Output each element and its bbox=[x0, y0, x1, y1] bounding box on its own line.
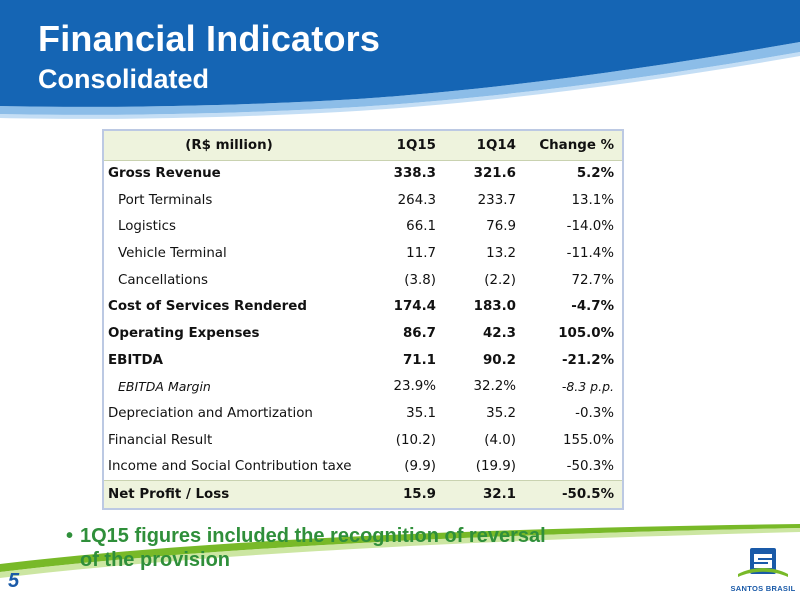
bullet-line-1: 1Q15 figures included the recognition of… bbox=[80, 525, 546, 547]
table-row: Cancellations (3.8) (2.2) 72.7% bbox=[104, 267, 622, 294]
column-header-1q15: 1Q15 bbox=[354, 131, 444, 161]
row-label: Cost of Services Rendered bbox=[108, 299, 307, 315]
row-value-1q15: (10.2) bbox=[395, 432, 436, 448]
santos-brasil-s-logo-icon bbox=[738, 548, 788, 577]
table-row: Port Terminals 264.3 233.7 13.1% bbox=[104, 187, 622, 214]
table-row: EBITDA Margin 23.9% 32.2% -8.3 p.p. bbox=[104, 374, 622, 401]
bullet-dot: • bbox=[66, 525, 74, 547]
row-value-1q14: 321.6 bbox=[473, 166, 516, 182]
row-label: Logistics bbox=[118, 219, 176, 235]
row-value-1q15: 71.1 bbox=[402, 352, 436, 368]
row-value-1q14: 32.1 bbox=[444, 479, 524, 509]
row-label: EBITDA Margin bbox=[118, 379, 211, 395]
table-row: Depreciation and Amortization 35.1 35.2 … bbox=[104, 400, 622, 427]
column-header-label: (R$ million) bbox=[104, 131, 354, 161]
row-value-1q14: 35.2 bbox=[486, 406, 516, 422]
row-value-1q15: 11.7 bbox=[406, 245, 436, 261]
header-band bbox=[0, 0, 800, 119]
row-value-change: -11.4% bbox=[566, 245, 614, 261]
row-value-1q14: 90.2 bbox=[482, 352, 516, 368]
row-value-1q14: 233.7 bbox=[477, 192, 516, 208]
row-label: Vehicle Terminal bbox=[118, 245, 227, 261]
bullet-note: • 1Q15 figures included the recognition o… bbox=[66, 524, 546, 572]
row-label: Port Terminals bbox=[118, 192, 213, 208]
row-value-1q14: (4.0) bbox=[484, 432, 516, 448]
row-value-1q14: 76.9 bbox=[486, 219, 516, 235]
table-row: Vehicle Terminal 11.7 13.2 -11.4% bbox=[104, 240, 622, 267]
row-label: Income and Social Contribution taxe bbox=[108, 459, 352, 475]
row-label: Net Profit / Loss bbox=[104, 479, 354, 509]
row-value-change: -8.3 p.p. bbox=[561, 379, 614, 395]
row-value-1q15: 66.1 bbox=[406, 219, 436, 235]
financial-table: (R$ million) 1Q15 1Q14 Change % Gross Re… bbox=[102, 129, 624, 511]
row-value-1q15: 15.9 bbox=[354, 479, 444, 509]
row-value-change: -50.3% bbox=[566, 459, 614, 475]
table-row: Operating Expenses 86.7 42.3 105.0% bbox=[104, 320, 622, 347]
row-value-1q15: 86.7 bbox=[402, 325, 436, 341]
row-label: EBITDA bbox=[108, 352, 163, 368]
table-row: Cost of Services Rendered 174.4 183.0 -4… bbox=[104, 293, 622, 320]
row-value-change: -14.0% bbox=[566, 219, 614, 235]
table-row: EBITDA 71.1 90.2 -21.2% bbox=[104, 347, 622, 374]
row-value-1q15: (3.8) bbox=[404, 272, 436, 288]
row-label: Financial Result bbox=[108, 432, 213, 448]
table-header-row: (R$ million) 1Q15 1Q14 Change % bbox=[104, 131, 622, 161]
row-value-change: 13.1% bbox=[571, 192, 614, 208]
page-number: 5 bbox=[8, 570, 20, 592]
row-value-change: 155.0% bbox=[562, 432, 614, 448]
logo-text: SANTOS BRASIL bbox=[730, 584, 796, 593]
column-header-change: Change % bbox=[524, 131, 622, 161]
row-value-1q14: (19.9) bbox=[475, 459, 516, 475]
row-value-change: -0.3% bbox=[575, 406, 614, 422]
row-value-change: -50.5% bbox=[524, 479, 622, 509]
row-label: Depreciation and Amortization bbox=[108, 406, 313, 422]
table-row: Logistics 66.1 76.9 -14.0% bbox=[104, 213, 622, 240]
row-value-1q14: 32.2% bbox=[473, 379, 516, 395]
row-value-change: -21.2% bbox=[561, 352, 614, 368]
row-value-1q15: 23.9% bbox=[393, 379, 436, 395]
row-value-1q15: 264.3 bbox=[397, 192, 436, 208]
table-row: Gross Revenue 338.3 321.6 5.2% bbox=[104, 160, 622, 187]
page-title: Financial Indicators bbox=[38, 18, 381, 59]
page-subtitle: Consolidated bbox=[38, 64, 210, 94]
row-label: Operating Expenses bbox=[108, 325, 260, 341]
table-row: Income and Social Contribution taxe (9.9… bbox=[104, 454, 622, 481]
column-header-1q14: 1Q14 bbox=[444, 131, 524, 161]
row-value-1q14: 42.3 bbox=[482, 325, 516, 341]
row-value-change: 72.7% bbox=[571, 272, 614, 288]
row-value-1q14: 183.0 bbox=[473, 299, 516, 315]
row-value-1q15: 174.4 bbox=[393, 299, 436, 315]
bullet-line-2: of the provision bbox=[80, 549, 230, 571]
row-value-1q15: (9.9) bbox=[404, 459, 436, 475]
row-label: Gross Revenue bbox=[108, 166, 221, 182]
row-value-1q15: 35.1 bbox=[406, 406, 436, 422]
row-value-change: -4.7% bbox=[571, 299, 614, 315]
row-label: Cancellations bbox=[118, 272, 208, 288]
row-value-1q15: 338.3 bbox=[393, 166, 436, 182]
table-total-row: Net Profit / Loss 15.9 32.1 -50.5% bbox=[104, 479, 622, 509]
table-row: Financial Result (10.2) (4.0) 155.0% bbox=[104, 427, 622, 454]
row-value-change: 5.2% bbox=[576, 166, 614, 182]
footer-swoosh bbox=[0, 524, 800, 578]
row-value-1q14: (2.2) bbox=[484, 272, 516, 288]
row-value-1q14: 13.2 bbox=[486, 245, 516, 261]
row-value-change: 105.0% bbox=[558, 325, 614, 341]
